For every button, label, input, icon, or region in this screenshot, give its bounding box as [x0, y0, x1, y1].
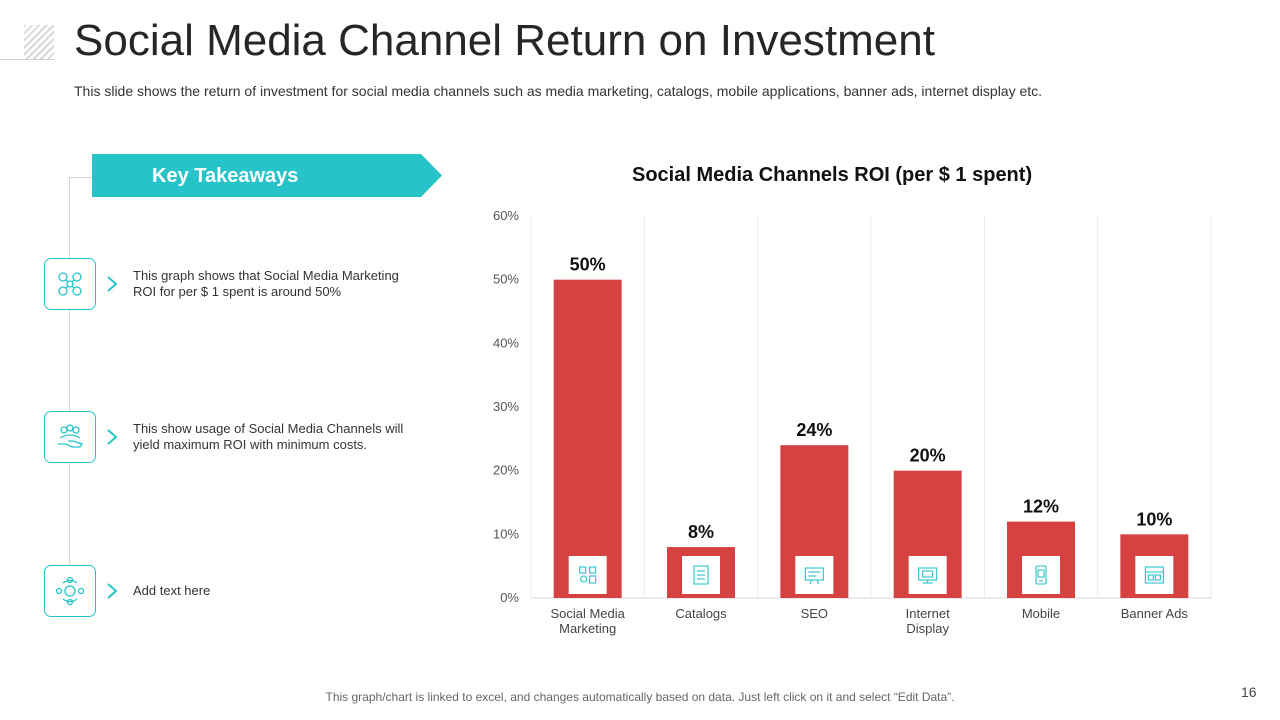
x-tick-label: Catalogs — [675, 606, 727, 621]
title-accent-line — [0, 59, 55, 60]
decorative-hatch — [24, 25, 54, 59]
page-subtitle: This slide shows the return of investmen… — [74, 83, 1043, 99]
chart-title: Social Media Channels ROI (per $ 1 spent… — [632, 164, 1033, 186]
x-tick-label: Mobile — [1022, 606, 1060, 621]
x-tick-label: Banner Ads — [1121, 606, 1189, 621]
timeline-line — [69, 177, 70, 589]
x-tick-label: Internet Display — [906, 606, 950, 636]
x-tick-label: Social Media Marketing — [550, 606, 625, 636]
timeline-connector — [69, 177, 92, 178]
data-label: 8% — [688, 522, 714, 542]
chevron-right-icon — [107, 583, 118, 599]
y-tick-label: 60% — [493, 208, 519, 223]
bar-icon-box — [795, 556, 834, 594]
page-number: 16 — [1241, 684, 1257, 700]
connected-users-icon — [44, 565, 96, 617]
roi-bar-chart: 0% 10% 20% 30% 40% 50% 60% 50% Social Media Marke… — [493, 208, 1212, 636]
y-tick-label: 10% — [493, 526, 519, 541]
catalog-icon — [693, 565, 709, 585]
display-icon — [918, 567, 938, 584]
footer-note: This graph/chart is linked to excel, and… — [325, 690, 955, 704]
bar-icon-box — [908, 556, 947, 594]
x-tick-label: SEO — [801, 606, 828, 621]
key-takeaways-heading: Key Takeaways — [152, 165, 299, 187]
banner-icon — [1144, 566, 1164, 584]
chevron-right-icon — [107, 429, 118, 445]
seo-icon — [804, 567, 824, 585]
takeaway-text-2: This show usage of Social Media Channels… — [133, 421, 404, 452]
takeaway-text-3: Add text here — [133, 583, 211, 598]
key-takeaways-banner: Key Takeaways — [92, 154, 442, 197]
y-tick-label: 40% — [493, 335, 519, 350]
bar-icon-box — [568, 556, 607, 594]
bar-icon-box — [1022, 556, 1060, 594]
hand-people-icon — [44, 411, 96, 463]
chevron-right-icon — [107, 276, 118, 292]
data-label: 12% — [1023, 497, 1059, 517]
network-people-icon — [44, 258, 96, 310]
data-label: 20% — [910, 446, 946, 466]
social-media-icon — [579, 566, 597, 584]
mobile-icon — [1035, 565, 1047, 585]
y-tick-label: 0% — [500, 590, 519, 605]
bar-icon-box — [1135, 556, 1174, 594]
y-tick-label: 50% — [493, 272, 519, 287]
bar-1 — [553, 279, 622, 598]
data-label: 24% — [796, 420, 832, 440]
takeaway-text-1: This graph shows that Social Media Marke… — [133, 268, 399, 299]
data-label: 50% — [570, 255, 606, 275]
y-tick-label: 30% — [493, 399, 519, 414]
y-tick-label: 20% — [493, 463, 519, 478]
page-title: Social Media Channel Return on Investmen… — [74, 16, 935, 65]
data-label: 10% — [1136, 509, 1172, 529]
